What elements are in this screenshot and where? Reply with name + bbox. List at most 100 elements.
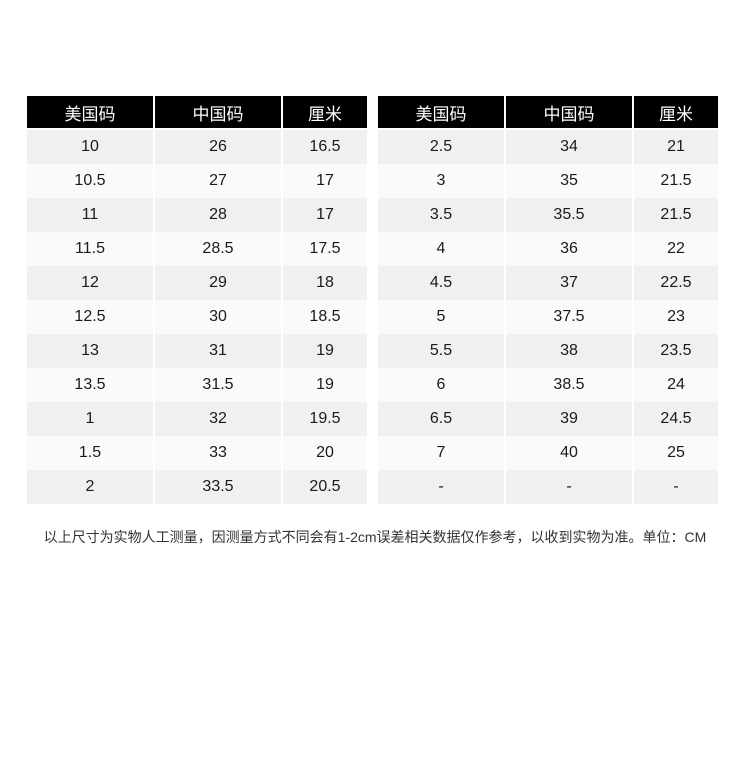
size-cell: 25 xyxy=(634,436,718,470)
size-cell: 19 xyxy=(283,368,367,402)
size-cell: 38 xyxy=(506,334,632,368)
table-row: 3.5 35.5 21.5 xyxy=(378,198,718,232)
table-row: 11.5 28.5 17.5 xyxy=(27,232,367,266)
size-cell: 5.5 xyxy=(378,334,504,368)
size-cell: 23.5 xyxy=(634,334,718,368)
size-cell: - xyxy=(634,470,718,504)
measurement-disclaimer: 以上尺寸为实物人工测量，因测量方式不同会有1-2cm误差相关数据仅作参考，以收到… xyxy=(43,529,707,545)
size-cell: 32 xyxy=(155,402,281,436)
size-cell: 18 xyxy=(283,266,367,300)
size-cell: 16.5 xyxy=(283,130,367,164)
table-row: 4.5 37 22.5 xyxy=(378,266,718,300)
size-cell: 10.5 xyxy=(27,164,153,198)
size-cell: 11.5 xyxy=(27,232,153,266)
size-cell: 13 xyxy=(27,334,153,368)
size-cell: 5 xyxy=(378,300,504,334)
size-cell: 34 xyxy=(506,130,632,164)
size-cell: 3 xyxy=(378,164,504,198)
header-row: 美国码 中国码 厘米 xyxy=(27,96,367,130)
table-row: 6 38.5 24 xyxy=(378,368,718,402)
table-row: 13.5 31.5 19 xyxy=(27,368,367,402)
size-cell: 21 xyxy=(634,130,718,164)
table-row: 1.5 33 20 xyxy=(27,436,367,470)
column-header: 厘米 xyxy=(283,96,367,130)
size-cell: 35.5 xyxy=(506,198,632,232)
size-cell: 28 xyxy=(155,198,281,232)
size-cell: 17 xyxy=(283,198,367,232)
table-row: 10 26 16.5 xyxy=(27,130,367,164)
table-row: 12.5 30 18.5 xyxy=(27,300,367,334)
table-row: 13 31 19 xyxy=(27,334,367,368)
size-cell: 2 xyxy=(27,470,153,504)
size-cell: 24.5 xyxy=(634,402,718,436)
size-cell: 17 xyxy=(283,164,367,198)
size-cell: 2.5 xyxy=(378,130,504,164)
size-cell: 1.5 xyxy=(27,436,153,470)
size-cell: 22.5 xyxy=(634,266,718,300)
size-cell: 24 xyxy=(634,368,718,402)
size-cell: 29 xyxy=(155,266,281,300)
size-cell: 40 xyxy=(506,436,632,470)
size-cell: 4 xyxy=(378,232,504,266)
column-header: 美国码 xyxy=(27,96,153,130)
table-row: --- xyxy=(378,470,718,504)
size-cell: 10 xyxy=(27,130,153,164)
size-cell: 20 xyxy=(283,436,367,470)
table-row: 4 36 22 xyxy=(378,232,718,266)
table-row: 10.5 27 17 xyxy=(27,164,367,198)
table-row: 6.5 39 24.5 xyxy=(378,402,718,436)
size-cell: 26 xyxy=(155,130,281,164)
size-cell: 39 xyxy=(506,402,632,436)
size-cell: 19 xyxy=(283,334,367,368)
header-row: 美国码 中国码 厘米 xyxy=(378,96,718,130)
size-cell: 23 xyxy=(634,300,718,334)
table-row: 7 40 25 xyxy=(378,436,718,470)
table-row: 5 37.5 23 xyxy=(378,300,718,334)
column-header: 厘米 xyxy=(634,96,718,130)
size-cell: 12 xyxy=(27,266,153,300)
column-header: 美国码 xyxy=(378,96,504,130)
size-cell: 4.5 xyxy=(378,266,504,300)
table-row: 12 29 18 xyxy=(27,266,367,300)
size-cell: 31 xyxy=(155,334,281,368)
size-cell: 6.5 xyxy=(378,402,504,436)
size-cell: 21.5 xyxy=(634,164,718,198)
size-cell: 35 xyxy=(506,164,632,198)
size-cell: 37.5 xyxy=(506,300,632,334)
table-row: 3 35 21.5 xyxy=(378,164,718,198)
column-header: 中国码 xyxy=(155,96,281,130)
table-row: 2.5 34 21 xyxy=(378,130,718,164)
size-cell: 33 xyxy=(155,436,281,470)
size-table-left: 美国码 中国码 厘米 10 26 16.5 10.5 27 17 11 28 17 11.5 28.5 17… xyxy=(25,96,369,504)
size-cell: 13.5 xyxy=(27,368,153,402)
size-cell: 7 xyxy=(378,436,504,470)
table-row: 5.5 38 23.5 xyxy=(378,334,718,368)
size-cell: 38.5 xyxy=(506,368,632,402)
size-cell: 17.5 xyxy=(283,232,367,266)
size-chart-container: 美国码 中国码 厘米 10 26 16.5 10.5 27 17 11 28 17 11.5 28.5 17… xyxy=(25,96,720,504)
size-cell: 31.5 xyxy=(155,368,281,402)
size-cell: 30 xyxy=(155,300,281,334)
size-cell: 6 xyxy=(378,368,504,402)
size-cell: 28.5 xyxy=(155,232,281,266)
size-cell: 1 xyxy=(27,402,153,436)
size-table-right: 美国码 中国码 厘米 2.5 34 21 3 35 21.5 3.5 35.5 21.5 4 36 22 4.… xyxy=(376,96,720,504)
size-cell: 22 xyxy=(634,232,718,266)
size-cell: - xyxy=(506,470,632,504)
table-row: 2 33.5 20.5 xyxy=(27,470,367,504)
size-cell: 11 xyxy=(27,198,153,232)
size-cell: 27 xyxy=(155,164,281,198)
size-cell: 3.5 xyxy=(378,198,504,232)
size-cell: 33.5 xyxy=(155,470,281,504)
size-cell: 20.5 xyxy=(283,470,367,504)
size-cell: 18.5 xyxy=(283,300,367,334)
table-row: 1 32 19.5 xyxy=(27,402,367,436)
size-cell: 19.5 xyxy=(283,402,367,436)
table-row: 11 28 17 xyxy=(27,198,367,232)
size-cell: - xyxy=(378,470,504,504)
size-cell: 21.5 xyxy=(634,198,718,232)
size-cell: 37 xyxy=(506,266,632,300)
size-cell: 36 xyxy=(506,232,632,266)
column-header: 中国码 xyxy=(506,96,632,130)
size-cell: 12.5 xyxy=(27,300,153,334)
